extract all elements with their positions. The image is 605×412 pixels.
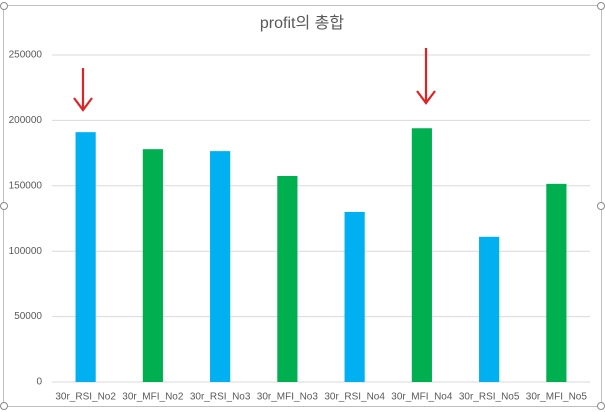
bar <box>277 175 298 382</box>
annotation-arrows <box>73 48 436 112</box>
x-tick-label: 30r_RSI_No4 <box>324 392 385 403</box>
y-tick-label: 50000 <box>14 311 42 322</box>
bar <box>210 151 231 382</box>
x-tick-label: 30r_MFI_No2 <box>122 392 184 403</box>
bar <box>75 132 96 382</box>
y-tick-label: 200000 <box>9 115 43 126</box>
arrow <box>73 68 93 112</box>
bar <box>479 236 500 382</box>
x-tick-label: 30r_MFI_No4 <box>391 392 453 403</box>
bar <box>411 128 432 382</box>
y-tick-label: 0 <box>36 377 42 388</box>
y-tick-label: 100000 <box>9 246 43 257</box>
chart-title: profit의 총합 <box>260 14 344 32</box>
y-tick-label: 250000 <box>9 50 43 61</box>
chart-frame <box>3 5 602 407</box>
y-tick-label: 150000 <box>9 180 43 191</box>
x-tick-label: 30r_RSI_No3 <box>190 392 251 403</box>
plot-area: 0 50000 100000 150000 200000 250000 30r_RSI_No… <box>9 50 590 403</box>
x-tick-label: 30r_RSI_No2 <box>55 392 116 403</box>
x-tick-label: 30r_MFI_No5 <box>526 392 588 403</box>
arrow <box>416 48 436 105</box>
bar <box>546 183 567 382</box>
bar <box>142 149 163 382</box>
x-tick-label: 30r_MFI_No3 <box>257 392 319 403</box>
x-tick-label: 30r_RSI_No5 <box>459 392 520 403</box>
bar <box>344 211 365 382</box>
